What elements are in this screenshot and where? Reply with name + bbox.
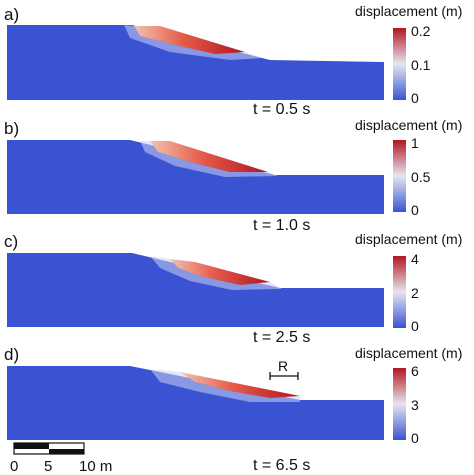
panel-label: c) xyxy=(4,232,18,251)
panel-label: a) xyxy=(4,5,19,24)
colorbar-title: displacement (m) xyxy=(355,345,462,361)
panel-b: b) displacement (m) 1 0.5 0 t = 1.0 s xyxy=(4,117,462,234)
annotation-label: R xyxy=(278,358,288,374)
colorbar-title: displacement (m) xyxy=(355,117,462,133)
colorbar-tick: 0 xyxy=(411,90,419,106)
slope-domain xyxy=(7,253,384,327)
slope-domain xyxy=(7,140,384,214)
colorbar-tick: 0 xyxy=(411,430,419,446)
annotation-bracket xyxy=(269,372,299,380)
colorbar-tick: 0 xyxy=(411,318,419,334)
colorbar-tick: 6 xyxy=(411,363,419,379)
sliding-mass-halo xyxy=(150,369,300,402)
colorbar xyxy=(393,368,406,440)
sliding-mass-halo xyxy=(150,256,282,290)
scale-bar-tick: 10 m xyxy=(79,458,112,475)
colorbar-tick: 0 xyxy=(411,202,419,218)
sliding-mass xyxy=(180,372,300,398)
colorbar xyxy=(393,28,406,100)
colorbar-tick: 0.1 xyxy=(411,57,431,73)
slope-domain xyxy=(7,25,384,100)
colorbar-title: displacement (m) xyxy=(355,231,462,247)
sliding-mass-halo xyxy=(140,141,278,177)
sliding-mass xyxy=(134,26,245,54)
scale-bar: 0 5 10 m xyxy=(10,442,112,475)
sliding-mass-halo xyxy=(124,25,262,60)
time-label: t = 2.5 s xyxy=(253,329,310,346)
colorbar xyxy=(393,140,406,212)
scale-bar-segment xyxy=(49,449,84,454)
colorbar-tick: 1 xyxy=(411,135,419,151)
colorbar-tick: 2 xyxy=(411,285,419,301)
colorbar-tick: 0.5 xyxy=(411,169,431,185)
time-label: t = 0.5 s xyxy=(253,101,310,118)
colorbar-title: displacement (m) xyxy=(355,3,462,19)
colorbar-tick: 4 xyxy=(411,251,419,267)
colorbar-tick: 3 xyxy=(411,397,419,413)
scale-bar-tick: 5 xyxy=(44,458,52,475)
panel-label: d) xyxy=(4,345,19,364)
sliding-mass xyxy=(150,141,268,172)
scale-bar-tick: 0 xyxy=(10,458,18,475)
sliding-mass xyxy=(170,259,270,285)
panel-c: c) displacement (m) 4 2 0 t = 2.5 s xyxy=(4,231,462,346)
scale-bar-segment xyxy=(14,443,49,449)
panel-label: b) xyxy=(4,119,19,138)
panel-d: d) R displacement (m) 6 3 0 t = 6.5 s xyxy=(4,345,462,474)
colorbar xyxy=(393,256,406,328)
slope-domain xyxy=(7,366,384,440)
colorbar-tick: 0.2 xyxy=(411,23,431,39)
time-label: t = 6.5 s xyxy=(253,457,310,474)
panel-a: a) displacement (m) 0.2 0.1 0 t = 0.5 s xyxy=(4,3,462,118)
time-label: t = 1.0 s xyxy=(253,217,310,234)
